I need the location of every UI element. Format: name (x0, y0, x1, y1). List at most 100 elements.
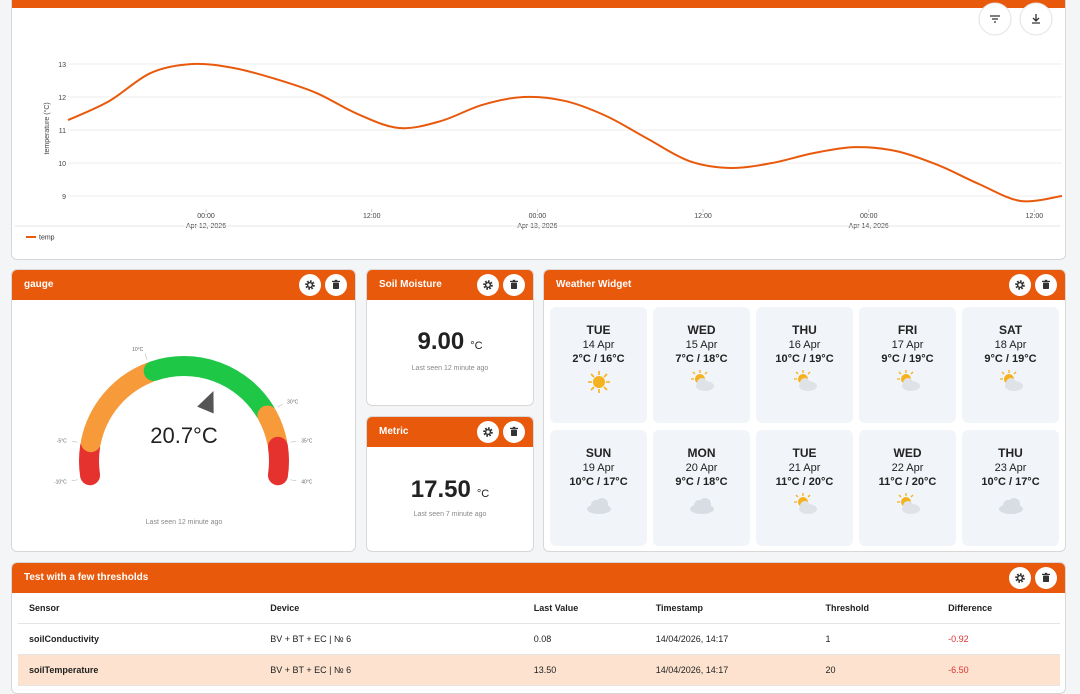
gauge-tick (71, 479, 78, 482)
weekday: SAT (998, 323, 1023, 337)
series-line (67, 62, 1063, 203)
gauge-value: 20.7°C (150, 423, 218, 448)
y-tick-label: 10 (58, 161, 66, 168)
table-row: soilTemperature BV + BT + EC | № 6 13.50 14… (18, 654, 1060, 686)
temperatures: 9°C / 18°C (675, 476, 728, 488)
x-tick-label: Apr 12, 2026 (186, 223, 226, 230)
card-title: Test with a few thresholds (24, 572, 149, 583)
delete-button[interactable] (1035, 274, 1057, 296)
delete-button[interactable] (503, 274, 525, 296)
column-header: Threshold (814, 593, 938, 624)
weather-day: THU 16 Apr 10°C / 19°C (756, 307, 853, 423)
temperatures: 7°C / 18°C (675, 353, 728, 365)
last-seen: Last seen 12 minute ago (411, 365, 489, 372)
settings-button[interactable] (477, 421, 499, 443)
date: 17 Apr (891, 339, 924, 351)
x-tick-label: 00:00 (197, 213, 215, 220)
settings-button[interactable] (477, 274, 499, 296)
card-header: Soil Moisture (367, 270, 533, 300)
weekday: THU (792, 323, 817, 337)
value-number: 9.00 (417, 328, 465, 355)
x-tick-label: Apr 14, 2026 (849, 223, 889, 230)
y-tick-label: 13 (58, 62, 66, 69)
x-tick-label: Apr 13, 2026 (517, 223, 557, 230)
y-axis-label: temperature (°C) (43, 102, 51, 154)
unit: °C (470, 340, 483, 352)
dashboard: 9 10 11 12 13 00:00 Apr 12, 2026 12:00 00:00 Apr … (11, 0, 1066, 694)
weather-icon (689, 498, 714, 514)
filter-button[interactable] (978, 2, 1012, 36)
x-tick-label: 12:00 (363, 213, 381, 220)
gauge-tick (144, 353, 148, 360)
legend-label: temp (39, 235, 55, 242)
weather-day: THU 23 Apr 10°C / 17°C (962, 430, 1059, 546)
x-tick-label: 12:00 (694, 213, 712, 220)
table-cell: soilTemperature (18, 654, 260, 686)
x-tick-label: 12:00 (1026, 213, 1044, 220)
temperatures: 10°C / 17°C (569, 476, 628, 488)
card-header: gauge (12, 270, 355, 300)
weather-day: SUN 19 Apr 10°C / 17°C (550, 430, 647, 546)
settings-button[interactable] (1009, 274, 1031, 296)
weather-icon (999, 370, 1023, 391)
card-header (12, 0, 1065, 8)
gauge-tick-label: 30°C (287, 400, 299, 406)
column-header: Device (259, 593, 523, 624)
gauge-tick (71, 440, 78, 443)
last-seen: Last seen 12 minute ago (146, 519, 223, 526)
settings-button[interactable] (1009, 567, 1031, 589)
weather-day: SAT 18 Apr 9°C / 19°C (962, 307, 1059, 423)
weather-day: TUE 14 Apr 2°C / 16°C (550, 307, 647, 423)
card-title: Weather Widget (556, 279, 632, 290)
table-cell: 1 (814, 623, 938, 655)
download-button[interactable] (1019, 2, 1053, 36)
weather-card: Weather Widget TUE 14 Apr 2°C / 16°C WED 15 … (543, 269, 1066, 552)
column-header: Timestamp (644, 593, 815, 624)
y-tick-label: 11 (59, 128, 66, 135)
value-card: Soil Moisture 9.00 °C Last seen 12 minute… (366, 269, 534, 406)
settings-button[interactable] (299, 274, 321, 296)
table-cell: 13.50 (522, 654, 645, 686)
gauge-pointer (197, 390, 214, 414)
card-title: Soil Moisture (379, 279, 442, 290)
temperatures: 2°C / 16°C (572, 353, 625, 365)
table-row: soilConductivity BV + BT + EC | № 6 0.08 14… (18, 623, 1060, 655)
delete-button[interactable] (503, 421, 525, 443)
weekday: FRI (897, 323, 918, 337)
weather-icon (793, 370, 817, 391)
column-header: Sensor (18, 593, 260, 624)
unit: °C (476, 488, 490, 500)
y-tick-label: 9 (62, 194, 66, 201)
weather-icon (690, 370, 714, 391)
weather-icon (586, 498, 611, 514)
weekday: TUE (792, 446, 817, 460)
gauge-card: gauge -10°C -5°C 10°C 30°C 35°C 40°C 20.7°C Las… (11, 269, 356, 552)
card-title: Metric (379, 426, 409, 437)
gauge-tick-label: 40°C (301, 480, 313, 486)
weather-day: WED 22 Apr 11°C / 20°C (859, 430, 956, 546)
delete-button[interactable] (1035, 567, 1057, 589)
weather-icon (896, 493, 920, 514)
temperatures: 10°C / 19°C (775, 353, 834, 365)
gauge-tick-label: 10°C (132, 347, 144, 353)
table-cell: 14/04/2026, 14:17 (644, 623, 815, 655)
gauge-tick-label: 35°C (301, 438, 313, 444)
weather-day: TUE 21 Apr 11°C / 20°C (756, 430, 853, 546)
temperatures: 10°C / 17°C (981, 476, 1040, 488)
weekday: MON (687, 446, 716, 460)
delete-button[interactable] (325, 274, 347, 296)
x-tick-label: 00:00 (529, 213, 547, 220)
gauge-band (267, 436, 289, 486)
weekday: WED (893, 446, 922, 460)
gauge-tick (290, 440, 297, 443)
line-chart: 9 10 11 12 13 00:00 Apr 12, 2026 12:00 00:00 Apr … (15, 2, 1063, 242)
weather-icon (587, 371, 610, 393)
gauge: -10°C -5°C 10°C 30°C 35°C 40°C 20.7°C Last seen… (54, 347, 313, 526)
card-header: Test with a few thresholds (12, 563, 1065, 593)
date: 14 Apr (582, 339, 615, 351)
temperatures: 9°C / 19°C (881, 353, 934, 365)
date: 20 Apr (685, 462, 718, 474)
threshold-table: Sensor Device Last Value Timestamp Threshold… (18, 593, 1060, 686)
x-tick-label: 00:00 (860, 213, 878, 220)
date: 22 Apr (891, 462, 924, 474)
